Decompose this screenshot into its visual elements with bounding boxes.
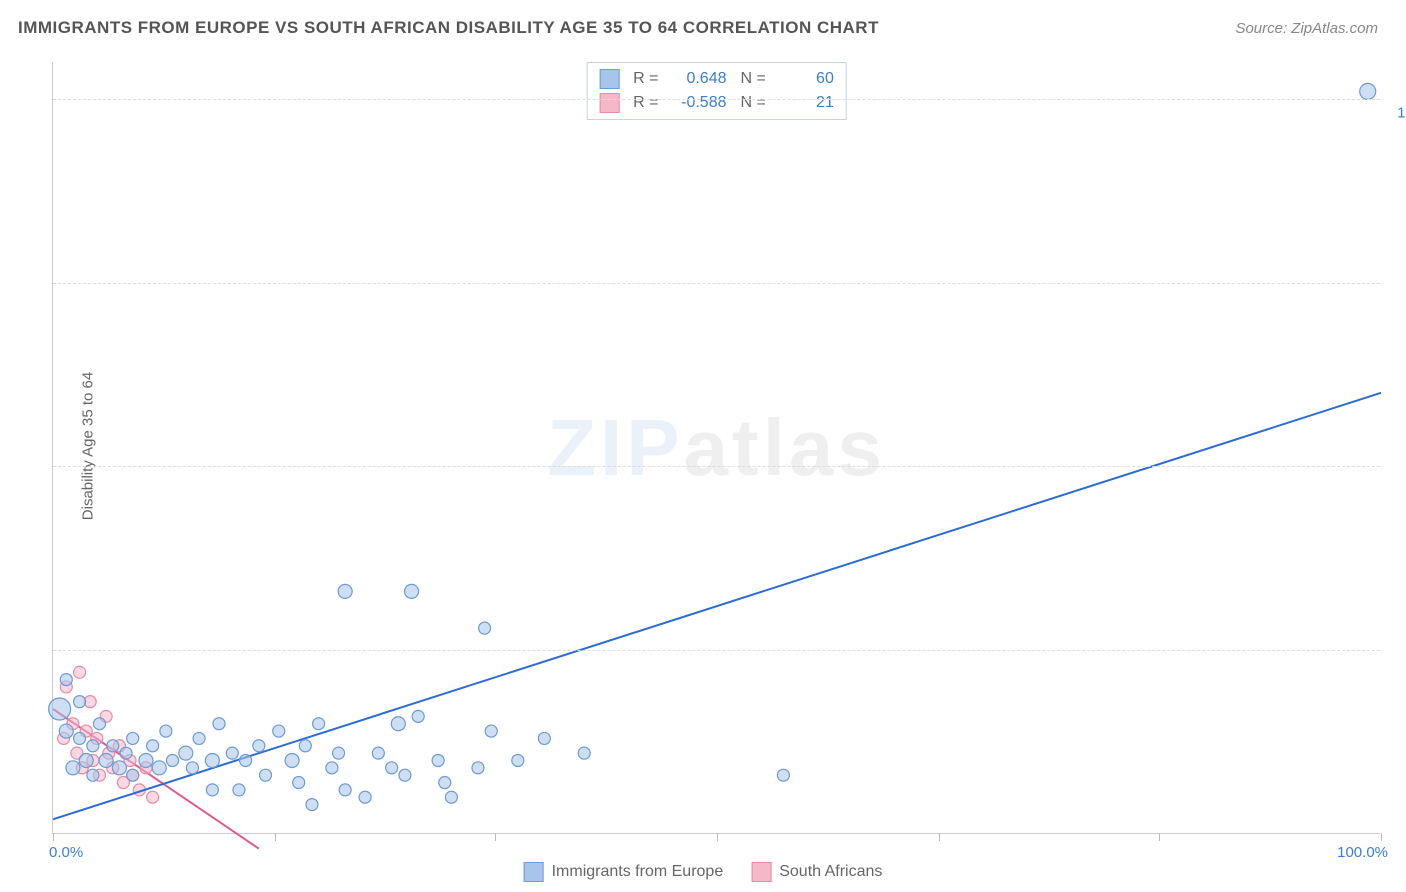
x-tick-0: 0.0% — [49, 844, 83, 861]
source-attribution: Source: ZipAtlas.com — [1235, 20, 1378, 37]
r-value-blue: 0.648 — [667, 70, 727, 88]
n-label: N = — [741, 94, 766, 112]
swatch-blue — [599, 69, 619, 89]
legend-swatch-pink — [751, 862, 771, 882]
x-tick-100: 100.0% — [1337, 844, 1388, 861]
swatch-pink — [599, 93, 619, 113]
r-value-pink: -0.588 — [667, 94, 727, 112]
r-label: R = — [633, 94, 658, 112]
stats-row-pink: R = -0.588 N = 21 — [599, 91, 834, 115]
n-label: N = — [741, 70, 766, 88]
stats-row-blue: R = 0.648 N = 60 — [599, 67, 834, 91]
r-label: R = — [633, 70, 658, 88]
y-tick-label: 100.0% — [1397, 104, 1406, 121]
n-value-blue: 60 — [774, 70, 834, 88]
stats-box: R = 0.648 N = 60 R = -0.588 N = 21 — [586, 62, 847, 120]
n-value-pink: 21 — [774, 94, 834, 112]
plot-area: ZIPatlas R = 0.648 N = 60 R = -0.588 N =… — [52, 62, 1380, 834]
legend: Immigrants from Europe South Africans — [524, 862, 883, 882]
legend-item-blue: Immigrants from Europe — [524, 862, 724, 882]
legend-item-pink: South Africans — [751, 862, 882, 882]
chart-svg — [53, 62, 1380, 833]
legend-label-pink: South Africans — [779, 863, 882, 881]
chart-title: IMMIGRANTS FROM EUROPE VS SOUTH AFRICAN … — [18, 18, 879, 38]
legend-label-blue: Immigrants from Europe — [552, 863, 724, 881]
legend-swatch-blue — [524, 862, 544, 882]
